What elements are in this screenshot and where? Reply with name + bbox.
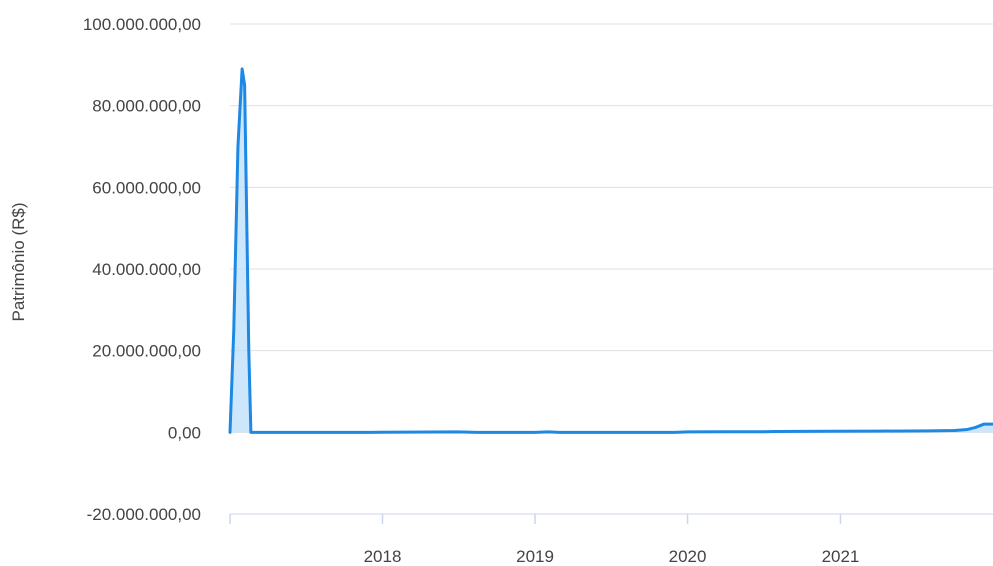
series-line (228, 67, 993, 434)
y-tick-label: 100.000.000,00 (83, 15, 201, 34)
y-axis-label: Patrimônio (R$) (9, 202, 28, 321)
series-area (228, 67, 993, 434)
y-tick-label: 20.000.000,00 (92, 342, 201, 361)
x-tick-label: 2021 (822, 547, 860, 566)
series-area-fill (230, 68, 993, 433)
x-axis: 2018 2019 2020 2021 (229, 513, 993, 566)
y-axis: 100.000.000,00 80.000.000,00 60.000.000,00… (83, 15, 201, 524)
y-tick-label: 0,00 (168, 423, 201, 442)
y-tick-label: 60.000.000,00 (92, 178, 201, 197)
x-tick-label: 2020 (669, 547, 707, 566)
x-tick-label: 2018 (364, 547, 402, 566)
grid-lines (230, 23, 993, 515)
y-tick-label: -20.000.000,00 (87, 505, 201, 524)
y-tick-label: 40.000.000,00 (92, 260, 201, 279)
x-tick-label: 2019 (516, 547, 554, 566)
y-tick-label: 80.000.000,00 (92, 97, 201, 116)
